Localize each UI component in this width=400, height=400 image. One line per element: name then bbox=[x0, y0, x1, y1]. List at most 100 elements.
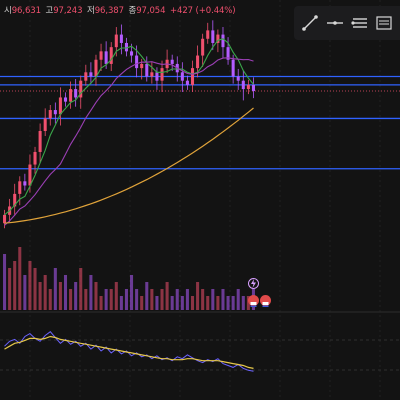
volume-bar bbox=[79, 268, 83, 310]
candle bbox=[28, 164, 32, 186]
volume-bar bbox=[226, 296, 230, 310]
low-value: 96,387 bbox=[94, 6, 124, 16]
volume-bar bbox=[114, 282, 118, 310]
horizontal-line-tool[interactable] bbox=[324, 12, 346, 34]
candle bbox=[201, 38, 205, 56]
ma-mid-line bbox=[4, 57, 254, 226]
candle bbox=[135, 55, 139, 69]
candle bbox=[89, 72, 93, 77]
horizontal-ray-tool[interactable] bbox=[348, 12, 370, 34]
high-label: 고 bbox=[45, 6, 54, 16]
volume-bar bbox=[211, 289, 215, 310]
candle bbox=[196, 55, 200, 69]
candle bbox=[13, 193, 17, 207]
volume-bar bbox=[201, 289, 205, 310]
candle bbox=[33, 151, 37, 165]
candle bbox=[130, 51, 134, 56]
candle bbox=[155, 72, 159, 81]
horizontal-line-icon bbox=[326, 21, 343, 25]
volume-bar bbox=[135, 289, 139, 310]
volume-bar bbox=[84, 289, 88, 310]
volume-bar bbox=[130, 275, 134, 310]
close-value: 97,054 bbox=[136, 6, 166, 16]
candle bbox=[119, 34, 123, 43]
candle bbox=[150, 72, 154, 77]
lightning-icon[interactable] bbox=[248, 278, 259, 289]
volume-bar bbox=[23, 275, 27, 310]
candle bbox=[48, 110, 52, 119]
volume-bar bbox=[231, 296, 235, 310]
volume-bar bbox=[221, 289, 225, 310]
volume-bar bbox=[69, 289, 73, 310]
text-lines-tool[interactable] bbox=[373, 12, 395, 34]
volume-bar bbox=[241, 296, 245, 310]
rsi-signal-line bbox=[4, 335, 254, 369]
candle bbox=[160, 68, 164, 81]
rsi-line bbox=[4, 331, 254, 372]
volume-bar bbox=[33, 268, 37, 310]
candle bbox=[241, 80, 245, 90]
candle bbox=[226, 47, 230, 60]
candle bbox=[114, 34, 118, 48]
candle bbox=[246, 84, 250, 90]
candle bbox=[231, 59, 235, 77]
candle bbox=[63, 97, 68, 102]
volume-bar bbox=[160, 289, 164, 310]
volume-bar bbox=[236, 289, 240, 310]
candle bbox=[124, 42, 128, 52]
volume-bar bbox=[89, 275, 93, 310]
volume-bar bbox=[53, 268, 57, 310]
volume-bar bbox=[206, 296, 210, 310]
candle bbox=[145, 63, 149, 77]
close-label: 종 bbox=[128, 6, 137, 16]
volume-bar bbox=[94, 282, 98, 310]
volume-bar bbox=[124, 289, 128, 310]
volume-bar bbox=[8, 268, 12, 310]
low-label: 저 bbox=[87, 6, 95, 16]
trend-line-icon bbox=[302, 15, 319, 31]
open-label: 시 bbox=[4, 6, 12, 16]
volume-bar bbox=[196, 282, 200, 310]
candle bbox=[58, 97, 62, 115]
volume-bar bbox=[58, 282, 62, 310]
candle bbox=[23, 181, 27, 186]
horizontal-ray-icon bbox=[351, 18, 368, 28]
trend-line-tool[interactable] bbox=[299, 12, 321, 34]
volume-bar bbox=[104, 289, 108, 310]
candle bbox=[180, 72, 184, 81]
candle bbox=[109, 47, 113, 64]
candle bbox=[38, 131, 42, 152]
volume-bar bbox=[99, 296, 103, 310]
candle bbox=[185, 80, 189, 85]
high-value: 97,243 bbox=[53, 6, 83, 16]
volume-bar bbox=[150, 289, 154, 310]
change-value: +427 (+0.44%) bbox=[170, 6, 236, 16]
candle bbox=[221, 34, 225, 48]
volume-bar bbox=[119, 296, 123, 310]
candle bbox=[206, 30, 210, 39]
candle bbox=[170, 59, 174, 64]
flag-icon[interactable] bbox=[248, 295, 259, 307]
volume-bar bbox=[74, 282, 78, 310]
ohlc-readout: 시96,631 고97,243 저96,387 종97,054 +427 (+0… bbox=[4, 4, 238, 16]
volume-bar bbox=[170, 296, 174, 310]
volume-bar bbox=[13, 261, 17, 310]
volume-bar bbox=[140, 296, 144, 310]
candle bbox=[251, 84, 255, 92]
candle bbox=[140, 63, 144, 69]
candle bbox=[104, 51, 108, 64]
volume-bar bbox=[180, 296, 184, 310]
candle bbox=[74, 89, 78, 98]
flag-icon[interactable] bbox=[260, 295, 271, 307]
volume-bar bbox=[155, 296, 159, 310]
volume-bar bbox=[3, 254, 7, 310]
volume-bar bbox=[190, 296, 195, 310]
ma-short-line bbox=[4, 38, 254, 216]
candle bbox=[84, 72, 88, 81]
volume-bar bbox=[216, 296, 220, 310]
candle bbox=[236, 76, 240, 81]
volume-bar bbox=[38, 282, 42, 310]
candle bbox=[99, 51, 103, 60]
